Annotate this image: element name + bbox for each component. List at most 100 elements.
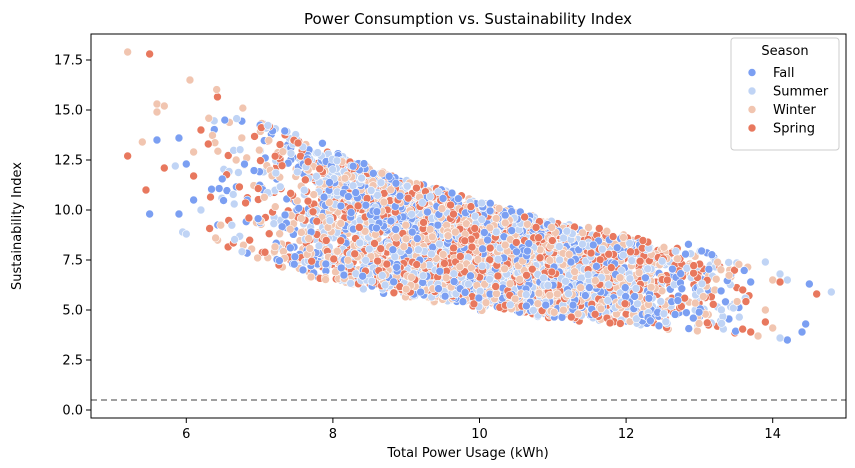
- scatter-point-winter: [216, 220, 226, 230]
- scatter-point-summer: [697, 279, 707, 289]
- scatter-point-summer: [364, 244, 374, 254]
- scatter-point-fall: [249, 166, 259, 175]
- scatter-point-winter: [500, 218, 510, 228]
- scatter-point-summer: [232, 114, 241, 123]
- scatter-point-fall: [174, 133, 184, 143]
- scatter-point-summer: [633, 299, 642, 309]
- scatter-point-fall: [485, 206, 495, 216]
- scatter-point-spring: [535, 253, 545, 263]
- scatter-point-spring: [308, 207, 318, 217]
- scatter-point-summer: [378, 271, 387, 280]
- scatter-point-summer: [775, 269, 785, 279]
- scatter-point-winter: [441, 273, 451, 283]
- scatter-point-spring: [594, 224, 604, 233]
- scatter-point-fall: [621, 292, 630, 301]
- x-tick-label: 8: [329, 427, 337, 442]
- scatter-point-spring: [315, 164, 324, 174]
- scatter-point-fall: [801, 319, 810, 329]
- scatter-point-spring: [595, 255, 605, 265]
- scatter-point-summer: [671, 247, 681, 256]
- scatter-point-spring: [277, 161, 287, 170]
- scatter-point-fall: [294, 203, 304, 213]
- scatter-point-winter: [297, 228, 306, 237]
- scatter-point-winter: [564, 250, 574, 259]
- scatter-point-winter: [615, 273, 625, 283]
- scatter-point-winter: [336, 219, 346, 228]
- scatter-point-winter: [732, 297, 742, 306]
- scatter-point-winter: [306, 272, 316, 282]
- scatter-point-winter: [253, 253, 262, 263]
- scatter-point-fall: [697, 246, 706, 256]
- scatter-point-winter: [160, 101, 169, 111]
- y-tick-label: 5.0: [62, 304, 83, 319]
- scatter-point-fall: [348, 161, 358, 171]
- scatter-point-winter: [761, 305, 770, 315]
- scatter-point-fall: [145, 209, 154, 219]
- scatter-point-fall: [460, 288, 470, 297]
- scatter-point-summer: [543, 281, 553, 290]
- scatter-point-winter: [492, 289, 501, 299]
- x-tick-label: 14: [764, 427, 781, 442]
- scatter-point-summer: [328, 165, 338, 174]
- scatter-point-summer: [604, 280, 613, 289]
- scatter-point-summer: [325, 216, 335, 225]
- scatter-point-fall: [214, 184, 224, 193]
- legend-label-summer: Summer: [773, 85, 829, 100]
- scatter-point-winter: [123, 47, 132, 57]
- scatter-point-winter: [473, 255, 483, 264]
- scatter-point-spring: [203, 139, 213, 149]
- scatter-point-fall: [684, 324, 694, 333]
- points-layer: [123, 47, 836, 345]
- scatter-point-summer: [521, 290, 531, 299]
- scatter-point-winter: [237, 133, 247, 143]
- scatter-point-fall: [433, 220, 443, 230]
- scatter-point-winter: [211, 233, 220, 243]
- scatter-point-spring: [511, 238, 521, 247]
- legend-box: [730, 37, 840, 151]
- scatter-point-winter: [481, 298, 491, 307]
- scatter-point-spring: [145, 49, 154, 59]
- scatter-point-fall: [682, 308, 691, 317]
- scatter-point-fall: [423, 207, 432, 217]
- scatter-point-winter: [260, 193, 269, 202]
- y-tick-label: 10.0: [54, 204, 83, 219]
- scatter-point-winter: [379, 197, 389, 207]
- scatter-point-winter: [275, 229, 284, 239]
- scatter-point-summer: [717, 319, 726, 328]
- legend-title: Season: [761, 44, 808, 59]
- scatter-point-fall: [321, 259, 331, 269]
- scatter-point-fall: [449, 277, 459, 286]
- scatter-point-summer: [171, 161, 180, 171]
- scatter-point-spring: [213, 92, 222, 102]
- scatter-point-winter: [304, 234, 313, 243]
- scatter-point-summer: [312, 172, 321, 181]
- scatter-point-summer: [618, 250, 628, 260]
- scatter-point-fall: [585, 283, 594, 292]
- scatter-point-fall: [388, 245, 398, 254]
- scatter-point-fall: [413, 234, 422, 243]
- scatter-point-fall: [673, 296, 683, 305]
- scatter-point-winter: [699, 292, 708, 301]
- scatter-point-spring: [638, 236, 648, 245]
- scatter-point-spring: [250, 132, 259, 141]
- scatter-point-fall: [351, 188, 361, 197]
- scatter-point-winter: [494, 204, 504, 213]
- scatter-point-winter: [552, 289, 562, 299]
- scatter-point-winter: [305, 244, 315, 253]
- scatter-point-summer: [506, 300, 515, 310]
- scatter-point-spring: [370, 239, 379, 248]
- scatter-point-winter: [208, 131, 217, 140]
- scatter-point-winter: [152, 99, 162, 109]
- scatter-point-winter: [500, 240, 510, 250]
- scatter-point-summer: [269, 219, 279, 228]
- scatter-point-spring: [812, 289, 821, 299]
- scatter-point-spring: [491, 282, 500, 291]
- scatter-point-summer: [367, 276, 377, 286]
- scatter-point-spring: [738, 285, 748, 295]
- scatter-point-winter: [505, 279, 515, 289]
- scatter-point-summer: [603, 296, 613, 305]
- scatter-point-fall: [630, 292, 639, 301]
